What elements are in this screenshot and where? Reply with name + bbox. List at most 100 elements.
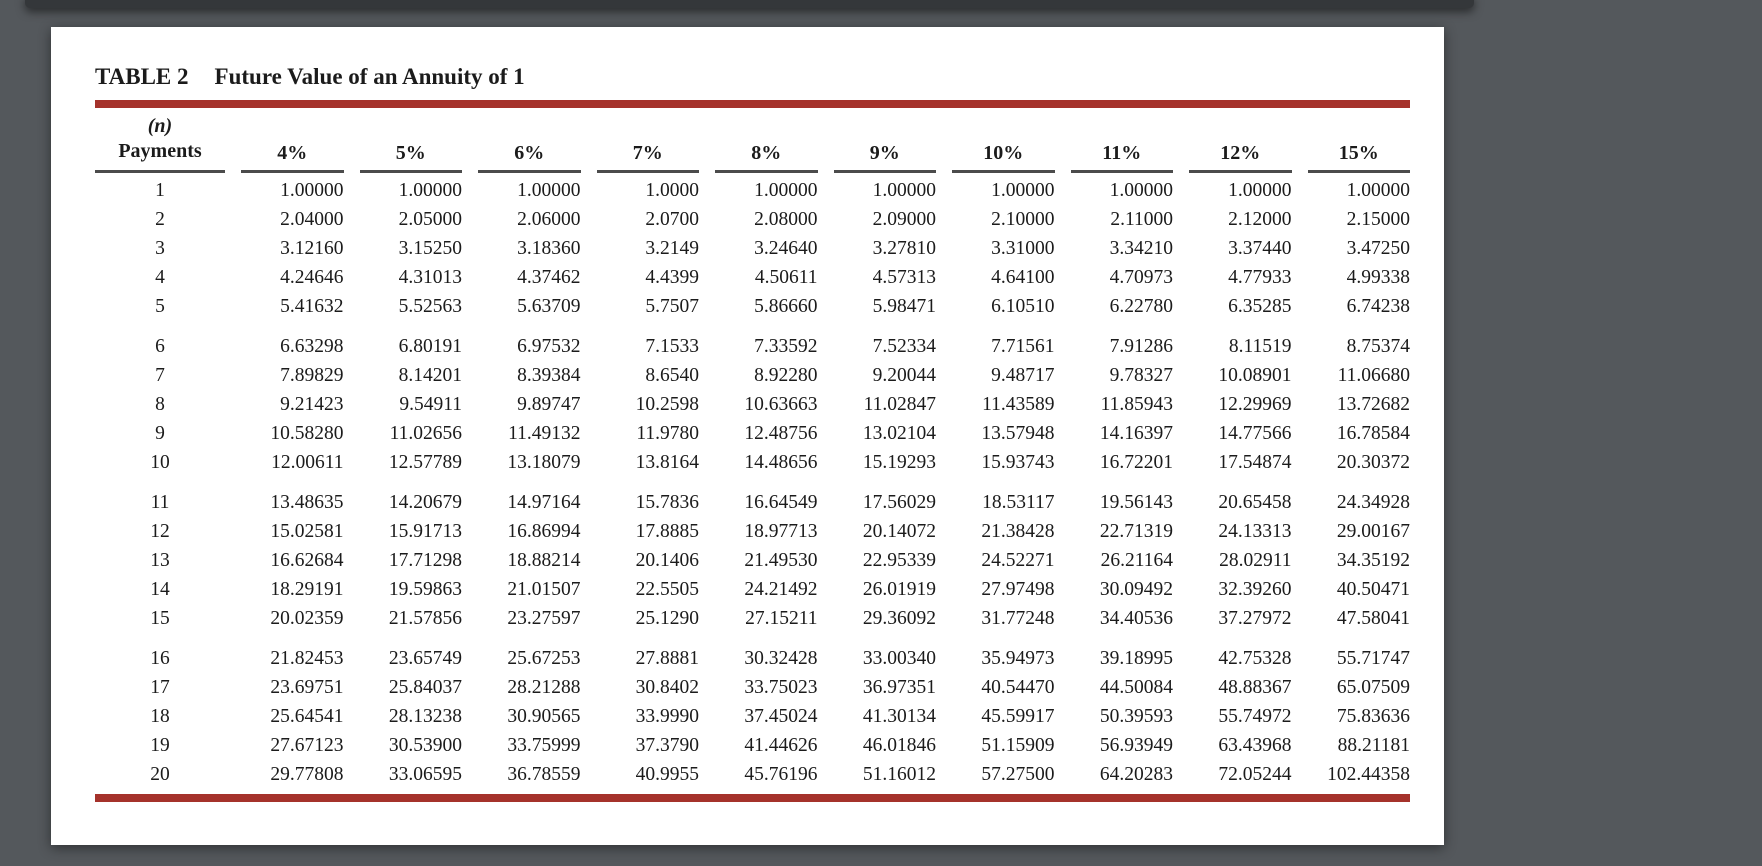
table-row: 13 16.62684 17.71298 18.88214 20.1406 21.4953… — [95, 546, 1410, 575]
table-caption: Future Value of an Annuity of 1 — [214, 64, 525, 89]
value-cell: 2.05000 — [398, 209, 462, 230]
value-cell: 10.08901 — [1218, 365, 1292, 386]
value-cell: 21.01507 — [507, 579, 581, 600]
column-header: 9% — [818, 114, 936, 173]
payments-cell: 7 — [155, 365, 165, 386]
value-cell: 4.31013 — [398, 267, 462, 288]
payments-cell: 6 — [155, 336, 165, 357]
value-cell: 14.16397 — [1099, 423, 1173, 444]
table-row: 10 12.00611 12.57789 13.18079 13.8164 14.4865… — [95, 448, 1410, 477]
value-cell: 17.54874 — [1218, 452, 1292, 473]
value-cell: 29.77808 — [270, 764, 344, 785]
value-cell: 33.06595 — [388, 764, 462, 785]
value-cell: 2.06000 — [517, 209, 581, 230]
value-cell: 63.43968 — [1218, 735, 1292, 756]
value-cell: 37.45024 — [744, 706, 818, 727]
value-cell: 7.71561 — [991, 336, 1055, 357]
value-cell: 56.93949 — [1099, 735, 1173, 756]
value-cell: 3.31000 — [991, 238, 1055, 259]
value-cell: 16.62684 — [270, 550, 344, 571]
value-cell: 5.52563 — [398, 296, 462, 317]
value-cell: 36.97351 — [862, 677, 936, 698]
value-cell: 21.82453 — [270, 648, 344, 669]
payments-cell: 1 — [155, 180, 165, 201]
value-cell: 6.97532 — [517, 336, 581, 357]
payments-cell: 2 — [155, 209, 165, 230]
value-cell: 32.39260 — [1218, 579, 1292, 600]
value-cell: 33.75999 — [507, 735, 581, 756]
value-cell: 25.1290 — [635, 608, 699, 629]
value-cell: 12.57789 — [388, 452, 462, 473]
value-cell: 4.37462 — [517, 267, 581, 288]
value-cell: 12.29969 — [1218, 394, 1292, 415]
value-cell: 33.75023 — [744, 677, 818, 698]
value-cell: 3.18360 — [517, 238, 581, 259]
value-cell: 1.00000 — [280, 180, 344, 201]
value-cell: 9.89747 — [517, 394, 581, 415]
table-row: 8 9.21423 9.54911 9.89747 10.2598 10.63663 11.… — [95, 390, 1410, 419]
value-cell: 17.56029 — [862, 492, 936, 513]
value-cell: 7.89829 — [280, 365, 344, 386]
value-cell: 4.24646 — [280, 267, 344, 288]
value-cell: 20.14072 — [862, 521, 936, 542]
table-title-row: TABLE 2 Future Value of an Annuity of 1 — [95, 63, 1410, 90]
value-cell: 3.2149 — [645, 238, 699, 259]
value-cell: 13.18079 — [507, 452, 581, 473]
table-row: 20 29.77808 33.06595 36.78559 40.9955 45.7619… — [95, 760, 1410, 789]
value-cell: 19.59863 — [388, 579, 462, 600]
value-cell: 27.97498 — [981, 579, 1055, 600]
table-number-label: TABLE 2 — [95, 64, 189, 89]
payments-cell: 13 — [150, 550, 170, 571]
table-row: 18 25.64541 28.13238 30.90565 33.9990 37.4502… — [95, 702, 1410, 731]
value-cell: 17.8885 — [635, 521, 699, 542]
value-cell: 23.69751 — [270, 677, 344, 698]
value-cell: 29.00167 — [1336, 521, 1410, 542]
value-cell: 8.39384 — [517, 365, 581, 386]
value-cell: 36.78559 — [507, 764, 581, 785]
value-cell: 20.02359 — [270, 608, 344, 629]
value-cell: 6.35285 — [1228, 296, 1292, 317]
payments-cell: 3 — [155, 238, 165, 259]
table-row: 15 20.02359 21.57856 23.27597 25.1290 27.1521… — [95, 604, 1410, 633]
value-cell: 8.75374 — [1346, 336, 1410, 357]
value-cell: 13.48635 — [270, 492, 344, 513]
value-cell: 13.02104 — [862, 423, 936, 444]
value-cell: 7.1533 — [645, 336, 699, 357]
value-cell: 9.20044 — [872, 365, 936, 386]
value-cell: 2.12000 — [1228, 209, 1292, 230]
value-cell: 19.56143 — [1099, 492, 1173, 513]
value-cell: 30.90565 — [507, 706, 581, 727]
value-cell: 1.00000 — [517, 180, 581, 201]
value-cell: 65.07509 — [1336, 677, 1410, 698]
value-cell: 50.39593 — [1099, 706, 1173, 727]
value-cell: 12.00611 — [271, 452, 344, 473]
value-cell: 33.9990 — [635, 706, 699, 727]
value-cell: 6.74238 — [1346, 296, 1410, 317]
value-cell: 3.15250 — [398, 238, 462, 259]
value-cell: 1.00000 — [1109, 180, 1173, 201]
payments-cell: 20 — [150, 764, 170, 785]
value-cell: 28.21288 — [507, 677, 581, 698]
value-cell: 35.94973 — [981, 648, 1055, 669]
value-cell: 6.22780 — [1109, 296, 1173, 317]
value-cell: 21.38428 — [981, 521, 1055, 542]
value-cell: 16.72201 — [1099, 452, 1173, 473]
value-cell: 22.95339 — [862, 550, 936, 571]
value-cell: 3.12160 — [280, 238, 344, 259]
value-cell: 24.52271 — [981, 550, 1055, 571]
value-cell: 14.48656 — [744, 452, 818, 473]
value-cell: 30.09492 — [1099, 579, 1173, 600]
column-header: 5% — [344, 114, 462, 173]
value-cell: 8.14201 — [398, 365, 462, 386]
value-cell: 4.70973 — [1109, 267, 1173, 288]
value-cell: 18.53117 — [982, 492, 1055, 513]
value-cell: 14.97164 — [507, 492, 581, 513]
value-cell: 4.64100 — [991, 267, 1055, 288]
payments-cell: 19 — [150, 735, 170, 756]
column-header: 10% — [936, 114, 1055, 173]
value-cell: 24.21492 — [744, 579, 818, 600]
value-cell: 24.34928 — [1336, 492, 1410, 513]
value-cell: 18.29191 — [270, 579, 344, 600]
value-cell: 13.72682 — [1336, 394, 1410, 415]
